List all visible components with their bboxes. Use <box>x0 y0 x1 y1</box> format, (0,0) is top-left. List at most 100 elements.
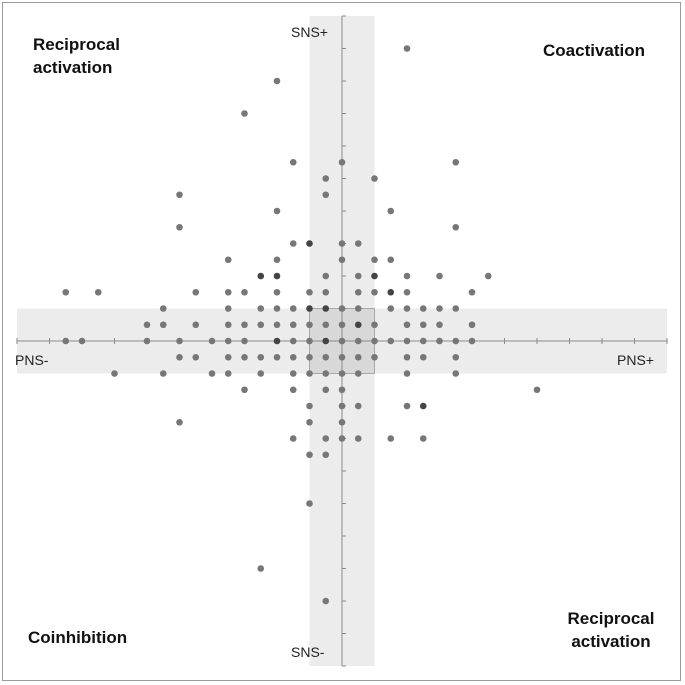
data-point <box>322 386 330 394</box>
data-point <box>273 353 281 361</box>
data-point <box>354 402 362 410</box>
data-point <box>176 337 183 345</box>
axis-label-y-min: SNS- <box>291 644 325 660</box>
quadrant-label-top-right: Coactivation <box>543 41 646 60</box>
data-point <box>241 321 248 329</box>
data-point <box>338 353 346 361</box>
data-point <box>371 321 378 329</box>
data-point <box>208 337 216 345</box>
data-point <box>322 370 330 377</box>
data-point <box>143 321 151 329</box>
quadrant-label-bottom-right: Reciprocal activation <box>567 609 655 651</box>
data-points <box>62 45 541 605</box>
data-point <box>338 435 346 442</box>
data-point <box>289 305 297 312</box>
data-point <box>306 353 313 361</box>
data-point <box>176 223 183 231</box>
data-point <box>371 175 378 182</box>
data-point <box>403 402 411 410</box>
data-point <box>354 353 362 361</box>
quadrant-label-bottom-left: Coinhibition <box>28 628 128 647</box>
data-point <box>289 370 297 377</box>
data-point <box>371 288 378 296</box>
data-point <box>208 370 216 377</box>
data-point <box>322 435 330 442</box>
data-point <box>273 305 281 312</box>
data-point <box>484 272 492 280</box>
data-point <box>224 305 232 312</box>
data-point <box>273 321 281 329</box>
data-point <box>338 321 346 329</box>
data-point <box>176 191 183 199</box>
data-point <box>289 321 297 329</box>
data-point <box>419 435 427 442</box>
data-point <box>192 353 200 361</box>
data-point <box>371 353 378 361</box>
data-point <box>257 305 265 312</box>
data-point <box>354 337 362 345</box>
data-point <box>257 272 265 280</box>
data-point <box>224 370 232 377</box>
data-point <box>322 353 330 361</box>
data-point <box>419 353 427 361</box>
data-point <box>322 451 330 459</box>
data-point <box>257 321 265 329</box>
data-point <box>403 321 411 329</box>
data-point <box>403 337 411 345</box>
data-point <box>159 305 167 312</box>
data-point <box>436 337 443 345</box>
data-point <box>419 321 427 329</box>
data-point <box>192 321 200 329</box>
data-point <box>94 288 102 296</box>
data-point <box>387 256 395 264</box>
data-point <box>224 256 232 264</box>
quadrant-label-top-left: Reciprocal activation <box>33 35 120 77</box>
data-point <box>387 337 395 345</box>
data-point <box>257 370 265 377</box>
data-point <box>403 45 411 52</box>
data-point <box>306 321 313 329</box>
data-point <box>289 158 297 166</box>
data-point <box>338 240 346 247</box>
data-point <box>143 337 151 345</box>
data-point <box>338 256 346 264</box>
data-point <box>371 272 378 280</box>
data-point <box>452 223 460 231</box>
data-point <box>273 272 281 280</box>
data-point <box>273 288 281 296</box>
data-point <box>387 305 395 312</box>
data-point <box>306 500 313 507</box>
data-point <box>111 370 118 377</box>
data-point <box>322 597 330 605</box>
data-point <box>452 353 460 361</box>
data-point <box>257 565 265 572</box>
data-point <box>322 272 330 280</box>
data-point <box>338 158 346 166</box>
data-point <box>338 370 346 377</box>
data-point <box>354 370 362 377</box>
data-point <box>62 288 70 296</box>
data-point <box>289 337 297 345</box>
data-point <box>306 288 313 296</box>
data-point <box>338 418 346 426</box>
data-point <box>306 402 313 410</box>
data-point <box>403 305 411 312</box>
data-point <box>468 321 476 329</box>
data-point <box>419 337 427 345</box>
data-point <box>452 337 460 345</box>
data-point <box>419 402 427 410</box>
data-point <box>338 337 346 345</box>
data-point <box>289 353 297 361</box>
data-point <box>241 288 248 296</box>
data-point <box>338 386 346 394</box>
data-point <box>322 321 330 329</box>
data-point <box>354 435 362 442</box>
axis-label-x-min: PNS- <box>15 352 49 368</box>
data-point <box>306 240 313 247</box>
data-point <box>224 353 232 361</box>
axis-label-x-max: PNS+ <box>617 352 654 368</box>
data-point <box>403 353 411 361</box>
data-point <box>176 418 183 426</box>
data-point <box>419 305 427 312</box>
